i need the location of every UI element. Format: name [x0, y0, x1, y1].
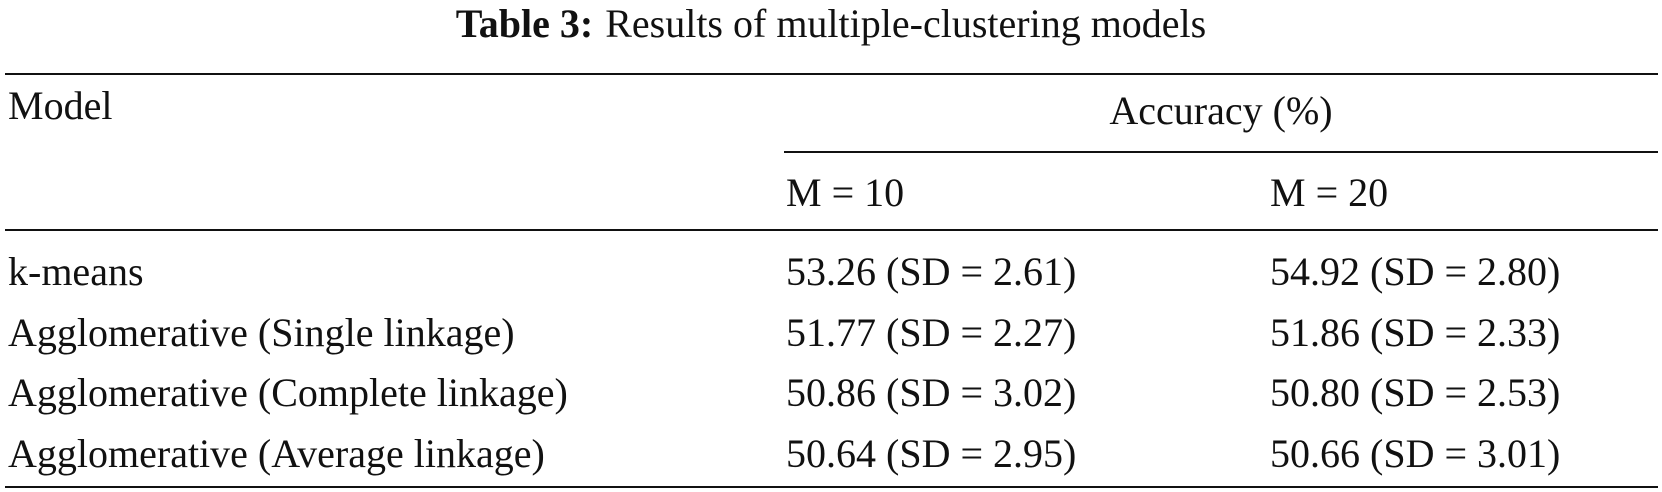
sub-column-header: M = 10 [786, 170, 905, 215]
table-cell: 50.80 (SD = 2.53) [1270, 370, 1561, 415]
column-header: Model [8, 83, 113, 128]
table-cell: 51.86 (SD = 2.33) [1270, 310, 1561, 355]
table-cell: 50.86 (SD = 3.02) [786, 370, 1077, 415]
row-label: Agglomerative (Single linkage) [8, 310, 515, 355]
table-cell: 51.77 (SD = 2.27) [786, 310, 1077, 355]
column-group-header: Accuracy (%) [1109, 88, 1333, 133]
row-label: k-means [8, 249, 144, 294]
row-label: Agglomerative (Average linkage) [8, 431, 545, 476]
table-caption: Table 3: Results of multiple-clustering m… [0, 0, 1662, 48]
mid-rule [5, 229, 1658, 231]
table-cell: 50.64 (SD = 2.95) [786, 431, 1077, 476]
row-label: Agglomerative (Complete linkage) [8, 370, 568, 415]
bottom-rule [5, 486, 1658, 488]
top-rule [5, 73, 1658, 75]
table-cell: 50.66 (SD = 3.01) [1270, 431, 1561, 476]
table-cell: 53.26 (SD = 2.61) [786, 249, 1077, 294]
sub-column-header: M = 20 [1270, 170, 1389, 215]
table-cell: 54.92 (SD = 2.80) [1270, 249, 1561, 294]
caption-text: Results of multiple-clustering models [605, 1, 1207, 46]
caption-label: Table 3: [455, 1, 594, 46]
group-rule [784, 151, 1658, 153]
